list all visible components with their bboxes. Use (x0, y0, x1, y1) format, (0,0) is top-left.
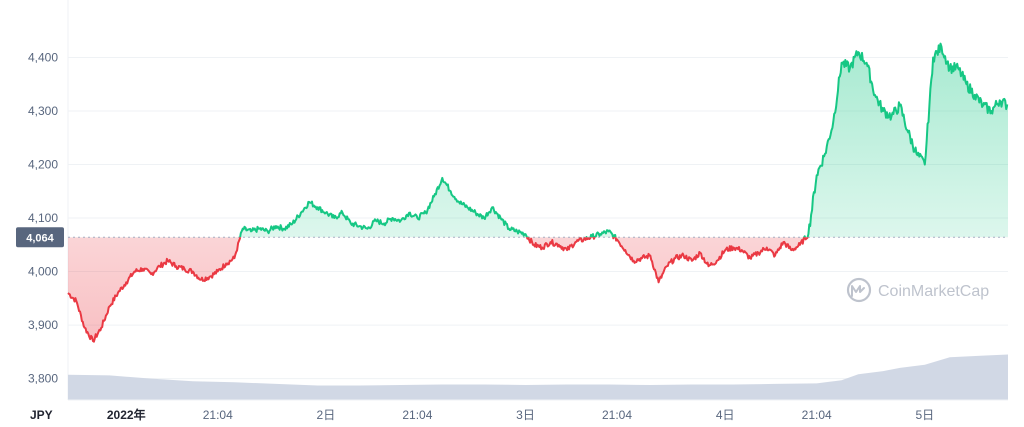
price-line (67, 42, 1009, 343)
watermark: CoinMarketCap (846, 277, 989, 303)
y-tick-label: 4,300 (28, 104, 58, 118)
currency-label: JPY (30, 408, 53, 422)
x-tick-label: 2022年 (107, 407, 146, 422)
price-line-down (67, 237, 809, 343)
x-tick-label: 21:04 (602, 408, 632, 422)
x-tick-label: 4日 (716, 408, 735, 422)
reference-price-badge-bg (16, 227, 64, 248)
volume-area-path (68, 354, 1008, 400)
price-fill-below (68, 237, 1008, 342)
y-tick-label: 4,000 (28, 265, 58, 279)
y-tick-label: 3,900 (28, 318, 58, 332)
watermark-text: CoinMarketCap (878, 283, 989, 300)
y-tick-label: 4,100 (28, 211, 58, 225)
volume-area (68, 354, 1008, 400)
y-tick-label: 4,200 (28, 158, 58, 172)
y-tick-label: 4,400 (28, 50, 58, 64)
price-line-up (239, 42, 1009, 238)
coinmarketcap-logo-icon (846, 277, 872, 303)
y-tick-label: 3,800 (28, 372, 58, 386)
grid-lines (68, 56, 1008, 380)
x-tick-label: 21:04 (802, 408, 832, 422)
x-tick-label: 2日 (317, 408, 336, 422)
reference-price-label: 4,064 (26, 232, 54, 244)
x-tick-label: 21:04 (402, 408, 432, 422)
x-tick-label: 3日 (516, 408, 535, 422)
x-tick-label: 5日 (915, 408, 934, 422)
x-tick-label: 21:04 (203, 408, 233, 422)
y-axis-tick-labels: 3,800 3,900 4,000 4,100 4,200 4,300 4,400 (28, 50, 58, 385)
reference-price-badge: 4,064 (16, 227, 64, 248)
x-axis-tick-labels: 2022年 21:04 2日 21:04 3日 21:04 4日 21:04 5日 (107, 407, 934, 422)
